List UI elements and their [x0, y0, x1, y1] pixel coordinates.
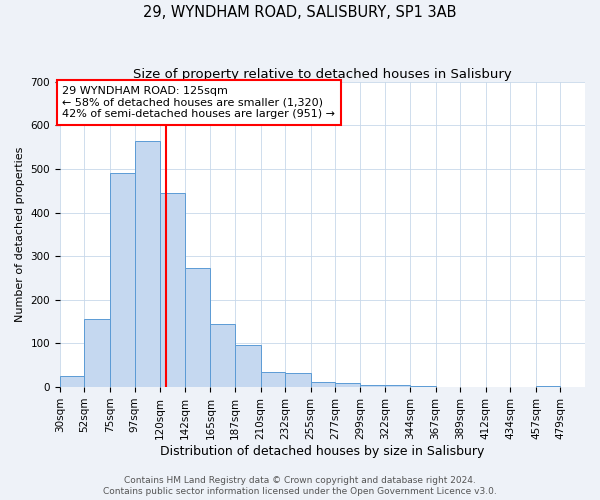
Bar: [235, 345, 260, 387]
Bar: [134, 140, 160, 387]
Bar: [185, 268, 211, 387]
Bar: [335, 382, 360, 387]
Bar: [110, 174, 134, 387]
Text: 29, WYNDHAM ROAD, SALISBURY, SP1 3AB: 29, WYNDHAM ROAD, SALISBURY, SP1 3AB: [143, 5, 457, 20]
Bar: [60, 376, 85, 387]
X-axis label: Distribution of detached houses by size in Salisbury: Distribution of detached houses by size …: [160, 444, 485, 458]
Bar: [211, 324, 235, 387]
Bar: [410, 386, 436, 387]
Bar: [285, 372, 311, 387]
Bar: [360, 385, 385, 387]
Bar: [85, 320, 110, 387]
Text: 29 WYNDHAM ROAD: 125sqm
← 58% of detached houses are smaller (1,320)
42% of semi: 29 WYNDHAM ROAD: 125sqm ← 58% of detache…: [62, 86, 335, 119]
Bar: [385, 385, 410, 387]
Text: Contains HM Land Registry data © Crown copyright and database right 2024.: Contains HM Land Registry data © Crown c…: [124, 476, 476, 485]
Text: Contains public sector information licensed under the Open Government Licence v3: Contains public sector information licen…: [103, 487, 497, 496]
Bar: [536, 386, 560, 387]
Title: Size of property relative to detached houses in Salisbury: Size of property relative to detached ho…: [133, 68, 512, 80]
Bar: [311, 382, 335, 387]
Bar: [260, 372, 285, 387]
Y-axis label: Number of detached properties: Number of detached properties: [15, 146, 25, 322]
Bar: [160, 193, 185, 387]
